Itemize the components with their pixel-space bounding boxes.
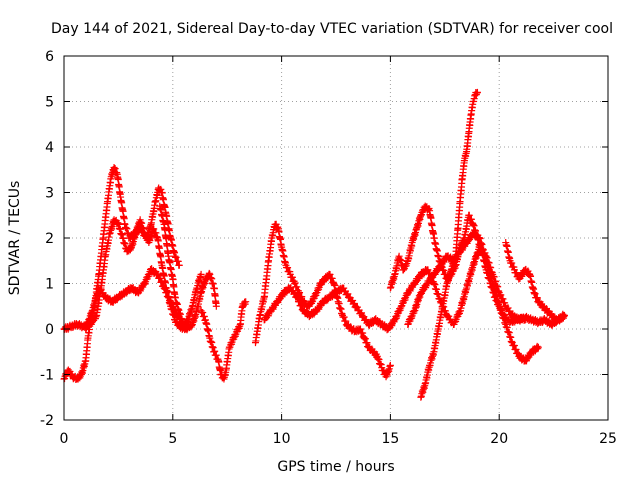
y-tick-label: 3 <box>45 186 54 202</box>
y-tick-label: 4 <box>45 140 54 156</box>
data-point <box>242 298 250 306</box>
axis-ticks <box>63 55 609 421</box>
data-points <box>60 88 568 401</box>
data-point <box>212 302 220 310</box>
x-tick-label: 25 <box>599 431 617 447</box>
x-tick-label: 0 <box>60 431 69 447</box>
data-point <box>521 316 529 324</box>
y-tick-label: 5 <box>45 95 54 111</box>
x-tick-label: 10 <box>273 431 291 447</box>
y-tick-label: 0 <box>45 322 54 338</box>
data-point <box>175 261 183 269</box>
data-point <box>473 88 481 96</box>
x-tick-labels: 0 5 10 15 20 25 <box>60 431 617 447</box>
y-tick-label: 6 <box>45 49 54 65</box>
y-tick-labels: -2 -1 0 1 2 3 4 5 6 <box>40 49 54 429</box>
y-tick-label: 1 <box>45 277 54 293</box>
x-tick-label: 5 <box>168 431 177 447</box>
y-tick-label: -1 <box>40 368 54 384</box>
y-axis-label: SDTVAR / TECUs <box>7 181 23 296</box>
y-tick-label: 2 <box>45 231 54 247</box>
data-point <box>560 311 568 319</box>
x-tick-label: 20 <box>490 431 508 447</box>
x-tick-label: 15 <box>381 431 399 447</box>
chart-title: Day 144 of 2021, Sidereal Day-to-day VTE… <box>51 21 613 37</box>
data-point <box>197 270 205 278</box>
y-tick-label: -2 <box>40 413 54 429</box>
data-point <box>534 343 542 351</box>
x-axis-label: GPS time / hours <box>277 459 394 475</box>
data-point <box>386 361 394 369</box>
